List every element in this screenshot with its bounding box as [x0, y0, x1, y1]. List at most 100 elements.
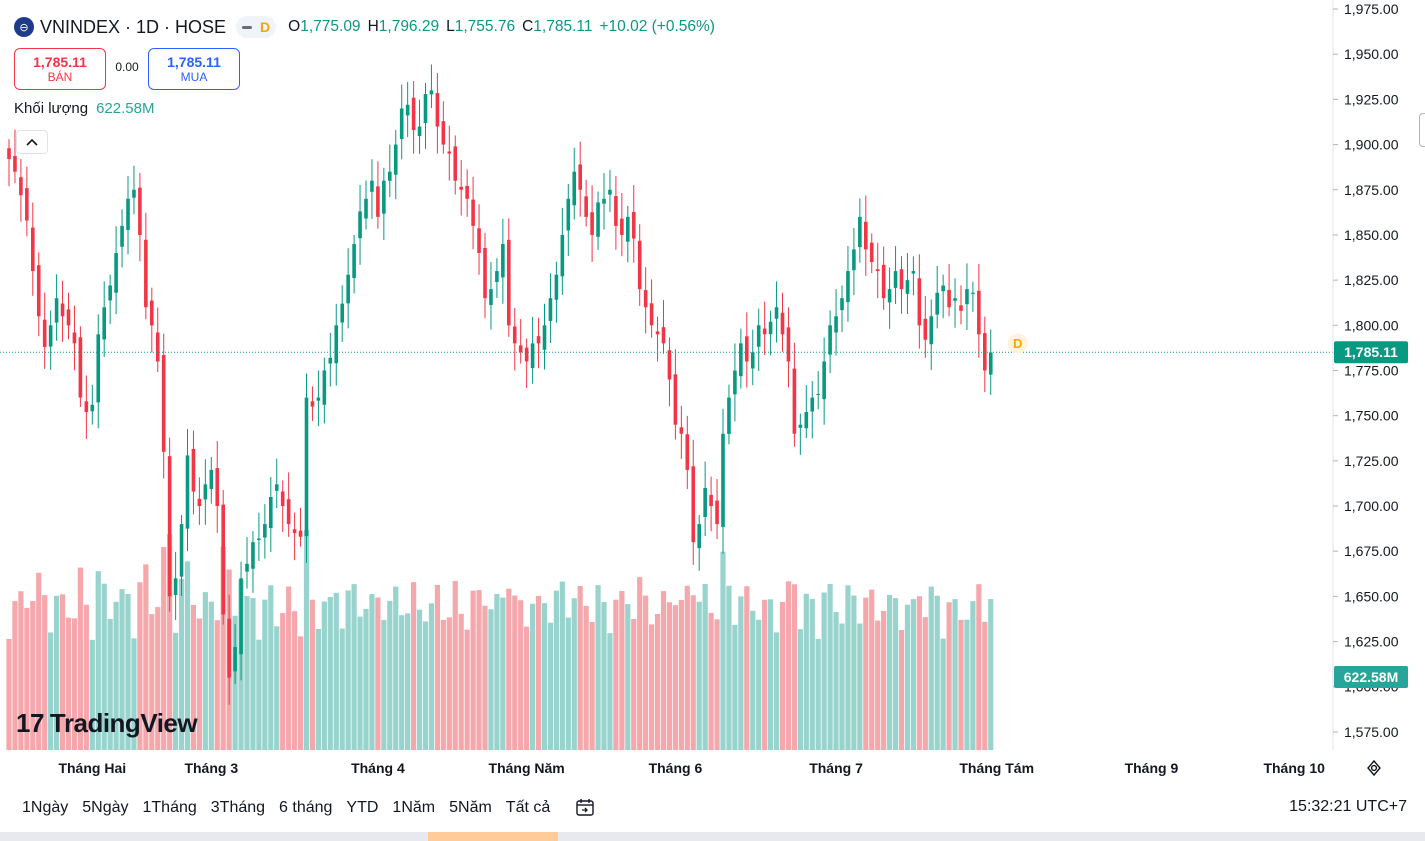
- volume-bar: [601, 602, 607, 750]
- candle-body: [715, 500, 719, 525]
- change-value: +10.02 (+0.56%): [599, 18, 715, 35]
- candle-body: [703, 487, 707, 517]
- sell-label: BÁN: [47, 70, 73, 84]
- volume-bar: [190, 604, 197, 750]
- candle-body: [370, 180, 374, 192]
- range-1y-button[interactable]: 1Năm: [392, 799, 436, 816]
- time-axis[interactable]: Tháng Hai Tháng 3 Tháng 4 Tháng Năm Tháng 6 T…: [58, 760, 1325, 776]
- volume-value: 622.58M: [96, 100, 155, 117]
- volume-bar: [369, 594, 375, 750]
- range-ytd-button[interactable]: YTD: [346, 799, 379, 816]
- scrollbar-thumb[interactable]: [428, 832, 558, 841]
- volume-bar: [452, 581, 458, 750]
- range-1m-button[interactable]: 1Tháng: [142, 799, 197, 816]
- range-5y-button[interactable]: 5Năm: [449, 799, 492, 816]
- calendar-goto-icon[interactable]: [574, 797, 596, 819]
- horizontal-scrollbar[interactable]: [0, 832, 1425, 841]
- volume-bar: [244, 596, 250, 750]
- candle-body: [328, 357, 333, 364]
- volume-bar: [524, 626, 530, 750]
- candle-body: [251, 542, 255, 569]
- candle-body: [233, 646, 237, 672]
- volume-bar: [732, 624, 738, 750]
- candle-body: [643, 290, 648, 308]
- candle-body: [530, 343, 535, 369]
- candle-body: [322, 370, 327, 405]
- price-tick-label: 1,825.00: [1344, 272, 1399, 288]
- candle-body: [804, 412, 809, 429]
- candle-body: [304, 397, 309, 537]
- volume-bar: [375, 597, 381, 750]
- candle-body: [84, 401, 89, 413]
- candle-body: [239, 578, 243, 655]
- volume-bar: [589, 621, 595, 750]
- candle-body: [745, 336, 749, 362]
- volume-bar: [785, 581, 792, 750]
- volume-bar: [851, 595, 857, 750]
- range-3m-button[interactable]: 3Tháng: [210, 799, 266, 816]
- price-tick-label: 1,800.00: [1344, 317, 1399, 333]
- candle-body: [102, 307, 106, 340]
- time-tick-label: Tháng 10: [1263, 760, 1325, 776]
- candle-body: [679, 427, 684, 434]
- range-5d-button[interactable]: 5Ngày: [82, 799, 129, 816]
- candle-body: [459, 186, 463, 190]
- volume-bar: [494, 594, 500, 750]
- volume-bar: [280, 613, 286, 750]
- candle-body: [263, 524, 267, 538]
- low-value: L1,755.76: [446, 18, 516, 35]
- collapse-legend-button[interactable]: [16, 130, 48, 154]
- sell-button[interactable]: 1,785.11 BÁN: [14, 48, 106, 90]
- symbol-title[interactable]: VNINDEX · 1D · HOSE: [40, 16, 227, 37]
- close-value: C1,785.11: [522, 18, 593, 35]
- minus-icon: [242, 25, 253, 29]
- volume-legend: Khối lượng 622.58M: [14, 100, 154, 117]
- candle-body: [393, 144, 398, 175]
- price-tick-label: 1,675.00: [1344, 543, 1399, 559]
- candle-body: [132, 189, 136, 198]
- volume-bar: [363, 608, 369, 750]
- right-panel-handle[interactable]: [1419, 113, 1425, 147]
- volume-bar: [458, 613, 464, 750]
- range-all-button[interactable]: Tất cả: [505, 799, 551, 816]
- candle-body: [905, 280, 910, 294]
- candle-body: [155, 332, 160, 362]
- volume-bar: [672, 605, 678, 750]
- candle-body: [798, 424, 803, 428]
- buy-button[interactable]: 1,785.11 MUA: [148, 48, 240, 90]
- candle-body: [709, 494, 713, 507]
- clock-timezone[interactable]: 15:32:21 UTC+7: [1289, 798, 1407, 815]
- interval-pill[interactable]: D: [236, 16, 277, 38]
- candle-body: [869, 242, 874, 263]
- volume-bar: [196, 618, 202, 750]
- candle-body: [411, 97, 416, 131]
- candle-body: [542, 325, 547, 350]
- gear-icon[interactable]: [1364, 758, 1384, 778]
- price-axis[interactable]: 1,575.001,600.001,625.001,650.001,675.00…: [1332, 0, 1399, 750]
- volume-bar: [541, 603, 548, 750]
- volume-bar: [607, 633, 613, 750]
- candle-body: [471, 199, 475, 226]
- candle-body: [435, 93, 440, 127]
- volume-bar: [119, 589, 125, 750]
- range-6m-button[interactable]: 6 tháng: [279, 799, 333, 816]
- volume-bar: [71, 618, 78, 750]
- volume-bar: [518, 600, 524, 750]
- candle-body: [727, 397, 731, 434]
- volume-bar: [964, 619, 970, 750]
- buy-price: 1,785.11: [167, 54, 221, 70]
- volume-bar: [286, 586, 292, 750]
- candle-body: [507, 239, 511, 326]
- tradingview-logo[interactable]: 17 TradingView: [16, 708, 198, 739]
- candle-body: [875, 269, 880, 272]
- candle-body: [227, 618, 231, 678]
- price-tick-label: 1,625.00: [1344, 634, 1399, 650]
- range-1d-button[interactable]: 1Ngày: [22, 799, 69, 816]
- candle-body: [203, 484, 208, 500]
- candle-body: [197, 498, 202, 507]
- candle-body: [364, 198, 368, 219]
- candle-body: [441, 121, 446, 145]
- candle-body: [858, 216, 862, 248]
- series-marker-circle[interactable]: [1007, 333, 1028, 354]
